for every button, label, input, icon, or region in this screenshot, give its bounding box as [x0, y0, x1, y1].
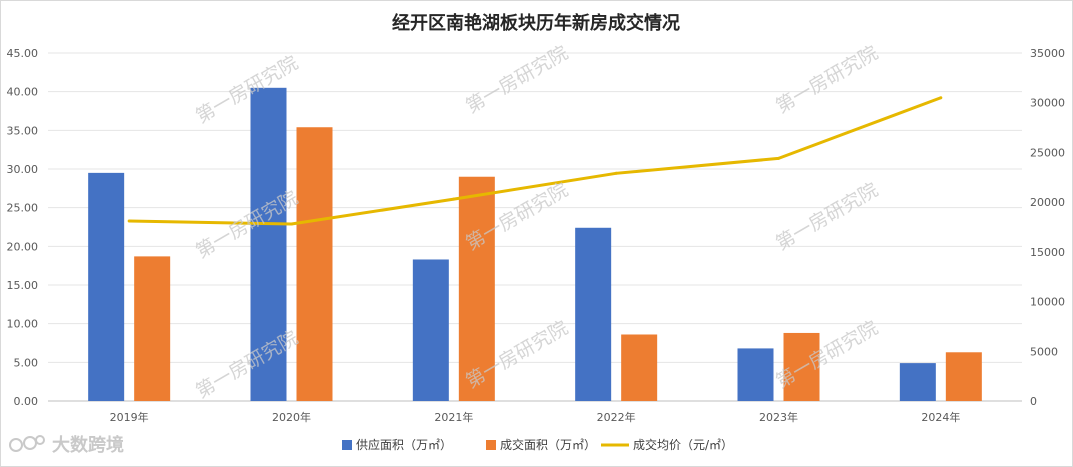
right-tick-label: 20000: [1030, 196, 1065, 209]
price-line-group: [127, 96, 943, 226]
right-tick-label: 30000: [1030, 97, 1065, 110]
price-point: [127, 219, 131, 223]
left-tick-label: 35.00: [7, 124, 39, 137]
bar-supply: [575, 227, 612, 401]
x-tick-label: 2024年: [921, 410, 960, 424]
bar-supply: [412, 259, 449, 401]
left-tick-label: 15.00: [7, 279, 39, 292]
logo-icon: [9, 435, 45, 452]
left-tick-label: 0.00: [14, 395, 39, 408]
logo-text: 大数跨境: [52, 434, 124, 456]
price-point: [777, 156, 780, 160]
x-axis: 2019年 2020年 2021年 2022年 2023年 2024年: [110, 410, 961, 424]
legend-swatch: [342, 440, 352, 450]
right-tick-label: 10000: [1030, 296, 1065, 309]
legend-label: 供应面积（万㎡）: [356, 437, 452, 452]
price-point: [452, 197, 456, 201]
bars: [88, 87, 982, 402]
left-tick-label: 45.00: [7, 47, 39, 60]
right-axis: 0 5000 10000 15000 20000 25000 30000 35000: [1030, 47, 1065, 408]
legend-label: 成交均价（元/㎡）: [633, 437, 733, 452]
left-tick-label: 30.00: [7, 163, 39, 176]
bar-supply: [737, 348, 774, 401]
x-tick-label: 2020年: [272, 410, 311, 424]
gridlines: [48, 52, 1022, 402]
price-point: [614, 171, 618, 175]
bar-transaction: [458, 176, 495, 401]
left-tick-label: 20.00: [7, 240, 39, 253]
right-tick-label: 35000: [1030, 47, 1065, 60]
watermark: 第一房研究院: [772, 179, 882, 255]
right-tick-label: 0: [1030, 395, 1037, 408]
logo: 大数跨境: [9, 434, 124, 456]
left-axis: 0.00 5.00 10.00 15.00 20.00 25.00 30.00 35.00 40…: [7, 47, 39, 408]
legend: 供应面积（万㎡） 成交面积（万㎡） 成交均价（元/㎡）: [342, 437, 733, 452]
x-tick-label: 2022年: [597, 410, 636, 424]
bar-transaction: [296, 127, 333, 402]
x-tick-label: 2023年: [759, 410, 798, 424]
x-tick-label: 2019年: [110, 410, 149, 424]
right-tick-label: 25000: [1030, 146, 1065, 159]
left-tick-label: 5.00: [14, 356, 39, 369]
bar-transaction: [945, 352, 982, 401]
left-tick-label: 10.00: [7, 318, 39, 331]
bar-transaction: [783, 332, 820, 401]
right-tick-label: 5000: [1030, 345, 1058, 358]
left-tick-label: 25.00: [7, 202, 39, 215]
bar-supply: [899, 363, 936, 401]
bar-transaction: [621, 334, 658, 401]
price-point: [939, 96, 943, 100]
x-tick-label: 2021年: [434, 410, 473, 424]
legend-label: 成交面积（万㎡）: [500, 437, 596, 452]
price-point: [290, 222, 293, 226]
bar-supply: [88, 172, 125, 401]
price-line: [129, 96, 942, 226]
right-tick-label: 15000: [1030, 246, 1065, 259]
chart-title: 经开区南艳湖板块历年新房成交情况: [392, 12, 680, 34]
legend-swatch: [486, 440, 496, 450]
left-tick-label: 40.00: [7, 86, 39, 99]
bar-transaction: [134, 256, 171, 401]
bar-supply: [250, 87, 287, 402]
